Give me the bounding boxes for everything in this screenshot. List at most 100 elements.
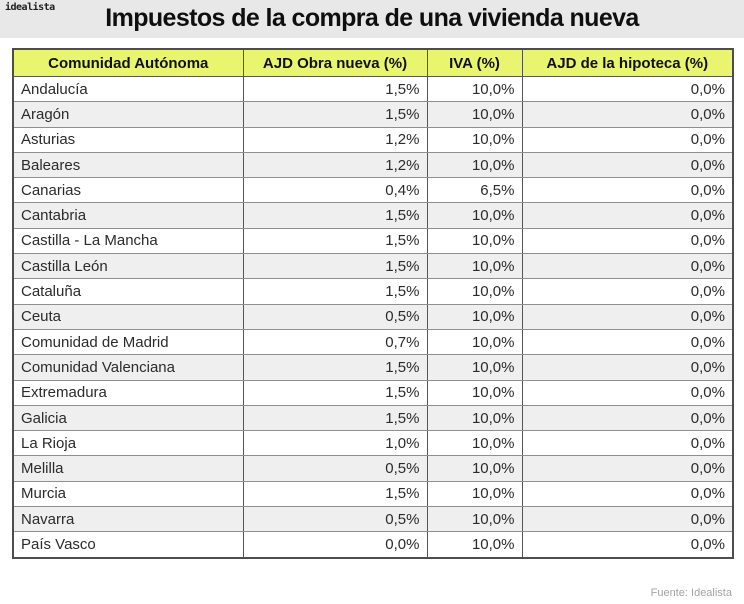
cell-region: Asturias xyxy=(12,126,244,153)
column-header-ajd-hipoteca: AJD de la hipoteca (%) xyxy=(521,48,734,77)
table-row: Extremadura 1,5% 10,0% 0,0% xyxy=(12,379,734,406)
table-row: Ceuta 0,5% 10,0% 0,0% xyxy=(12,303,734,330)
cell-ajd-obra-nueva: 1,5% xyxy=(242,101,428,128)
cell-region: Cataluña xyxy=(12,278,244,305)
cell-region: Galicia xyxy=(12,404,244,432)
cell-region: Castilla León xyxy=(12,253,244,280)
table-row: Cataluña 1,5% 10,0% 0,0% xyxy=(12,278,734,305)
cell-ajd-hipoteca: 0,0% xyxy=(521,101,734,128)
cell-ajd-hipoteca: 0,0% xyxy=(521,404,734,432)
page-title: Impuestos de la compra de una vivienda n… xyxy=(105,4,639,32)
cell-region: La Rioja xyxy=(12,430,244,457)
cell-iva: 10,0% xyxy=(426,126,523,153)
cell-ajd-obra-nueva: 1,5% xyxy=(242,404,428,432)
column-header-iva: IVA (%) xyxy=(426,48,523,77)
table-header-row: Comunidad Autónoma AJD Obra nueva (%) IV… xyxy=(12,48,734,77)
cell-ajd-obra-nueva: 1,5% xyxy=(242,379,428,406)
cell-iva: 10,0% xyxy=(426,253,523,280)
cell-iva: 6,5% xyxy=(426,177,523,204)
cell-iva: 10,0% xyxy=(426,151,523,179)
cell-iva: 10,0% xyxy=(426,101,523,128)
table-row: Cantabria 1,5% 10,0% 0,0% xyxy=(12,202,734,229)
cell-iva: 10,0% xyxy=(426,455,523,482)
cell-ajd-hipoteca: 0,0% xyxy=(521,531,734,559)
cell-region: Aragón xyxy=(12,101,244,128)
cell-ajd-hipoteca: 0,0% xyxy=(521,227,734,255)
cell-ajd-hipoteca: 0,0% xyxy=(521,253,734,280)
table-row: Castilla - La Mancha 1,5% 10,0% 0,0% xyxy=(12,227,734,255)
column-header-comunidad: Comunidad Autónoma xyxy=(12,48,244,77)
table-row: Comunidad de Madrid 0,7% 10,0% 0,0% xyxy=(12,328,734,356)
cell-region: Comunidad de Madrid xyxy=(12,328,244,356)
cell-iva: 10,0% xyxy=(426,506,523,533)
cell-ajd-obra-nueva: 0,5% xyxy=(242,303,428,330)
title-band xyxy=(0,0,744,38)
table-row: Asturias 1,2% 10,0% 0,0% xyxy=(12,126,734,153)
cell-ajd-obra-nueva: 0,7% xyxy=(242,328,428,356)
cell-region: Melilla xyxy=(12,455,244,482)
cell-iva: 10,0% xyxy=(426,303,523,330)
cell-ajd-hipoteca: 0,0% xyxy=(521,202,734,229)
cell-iva: 10,0% xyxy=(426,531,523,559)
cell-ajd-hipoteca: 0,0% xyxy=(521,379,734,406)
cell-ajd-obra-nueva: 0,5% xyxy=(242,506,428,533)
cell-ajd-hipoteca: 0,0% xyxy=(521,151,734,179)
cell-ajd-hipoteca: 0,0% xyxy=(521,328,734,356)
cell-ajd-obra-nueva: 0,4% xyxy=(242,177,428,204)
cell-ajd-hipoteca: 0,0% xyxy=(521,430,734,457)
cell-region: Andalucía xyxy=(12,75,244,103)
table-row: Melilla 0,5% 10,0% 0,0% xyxy=(12,455,734,482)
cell-region: Castilla - La Mancha xyxy=(12,227,244,255)
cell-ajd-obra-nueva: 1,5% xyxy=(242,278,428,305)
cell-ajd-hipoteca: 0,0% xyxy=(521,455,734,482)
cell-region: Navarra xyxy=(12,506,244,533)
cell-ajd-hipoteca: 0,0% xyxy=(521,506,734,533)
cell-ajd-obra-nueva: 1,2% xyxy=(242,151,428,179)
cell-iva: 10,0% xyxy=(426,328,523,356)
table-row: Canarias 0,4% 6,5% 0,0% xyxy=(12,177,734,204)
cell-iva: 10,0% xyxy=(426,404,523,432)
table-row: País Vasco 0,0% 10,0% 0,0% xyxy=(12,531,734,559)
cell-region: País Vasco xyxy=(12,531,244,559)
cell-ajd-hipoteca: 0,0% xyxy=(521,480,734,508)
cell-ajd-hipoteca: 0,0% xyxy=(521,177,734,204)
tax-table-container: Comunidad Autónoma AJD Obra nueva (%) IV… xyxy=(12,48,734,559)
cell-ajd-obra-nueva: 0,5% xyxy=(242,455,428,482)
cell-ajd-hipoteca: 0,0% xyxy=(521,126,734,153)
idealista-logo: idealista xyxy=(5,2,55,13)
table-row: Baleares 1,2% 10,0% 0,0% xyxy=(12,151,734,179)
cell-iva: 10,0% xyxy=(426,379,523,406)
cell-ajd-obra-nueva: 1,5% xyxy=(242,480,428,508)
cell-region: Murcia xyxy=(12,480,244,508)
column-header-ajd-obra-nueva: AJD Obra nueva (%) xyxy=(242,48,428,77)
source-note: Fuente: Idealista xyxy=(650,587,732,599)
table-row: Comunidad Valenciana 1,5% 10,0% 0,0% xyxy=(12,354,734,381)
cell-iva: 10,0% xyxy=(426,278,523,305)
cell-iva: 10,0% xyxy=(426,480,523,508)
cell-ajd-obra-nueva: 1,5% xyxy=(242,253,428,280)
table-row: Navarra 0,5% 10,0% 0,0% xyxy=(12,506,734,533)
cell-ajd-hipoteca: 0,0% xyxy=(521,303,734,330)
cell-ajd-hipoteca: 0,0% xyxy=(521,75,734,103)
table-row: Murcia 1,5% 10,0% 0,0% xyxy=(12,480,734,508)
cell-ajd-obra-nueva: 1,2% xyxy=(242,126,428,153)
cell-ajd-hipoteca: 0,0% xyxy=(521,354,734,381)
table-row: Andalucía 1,5% 10,0% 0,0% xyxy=(12,75,734,103)
cell-ajd-obra-nueva: 1,0% xyxy=(242,430,428,457)
cell-iva: 10,0% xyxy=(426,202,523,229)
tax-table: Comunidad Autónoma AJD Obra nueva (%) IV… xyxy=(12,48,734,559)
table-row: Aragón 1,5% 10,0% 0,0% xyxy=(12,101,734,128)
cell-iva: 10,0% xyxy=(426,430,523,457)
cell-ajd-obra-nueva: 1,5% xyxy=(242,227,428,255)
cell-region: Comunidad Valenciana xyxy=(12,354,244,381)
cell-region: Extremadura xyxy=(12,379,244,406)
cell-ajd-obra-nueva: 1,5% xyxy=(242,202,428,229)
cell-ajd-obra-nueva: 1,5% xyxy=(242,354,428,381)
cell-region: Canarias xyxy=(12,177,244,204)
cell-ajd-hipoteca: 0,0% xyxy=(521,278,734,305)
cell-iva: 10,0% xyxy=(426,354,523,381)
cell-region: Ceuta xyxy=(12,303,244,330)
cell-region: Cantabria xyxy=(12,202,244,229)
table-row: La Rioja 1,0% 10,0% 0,0% xyxy=(12,430,734,457)
cell-iva: 10,0% xyxy=(426,75,523,103)
